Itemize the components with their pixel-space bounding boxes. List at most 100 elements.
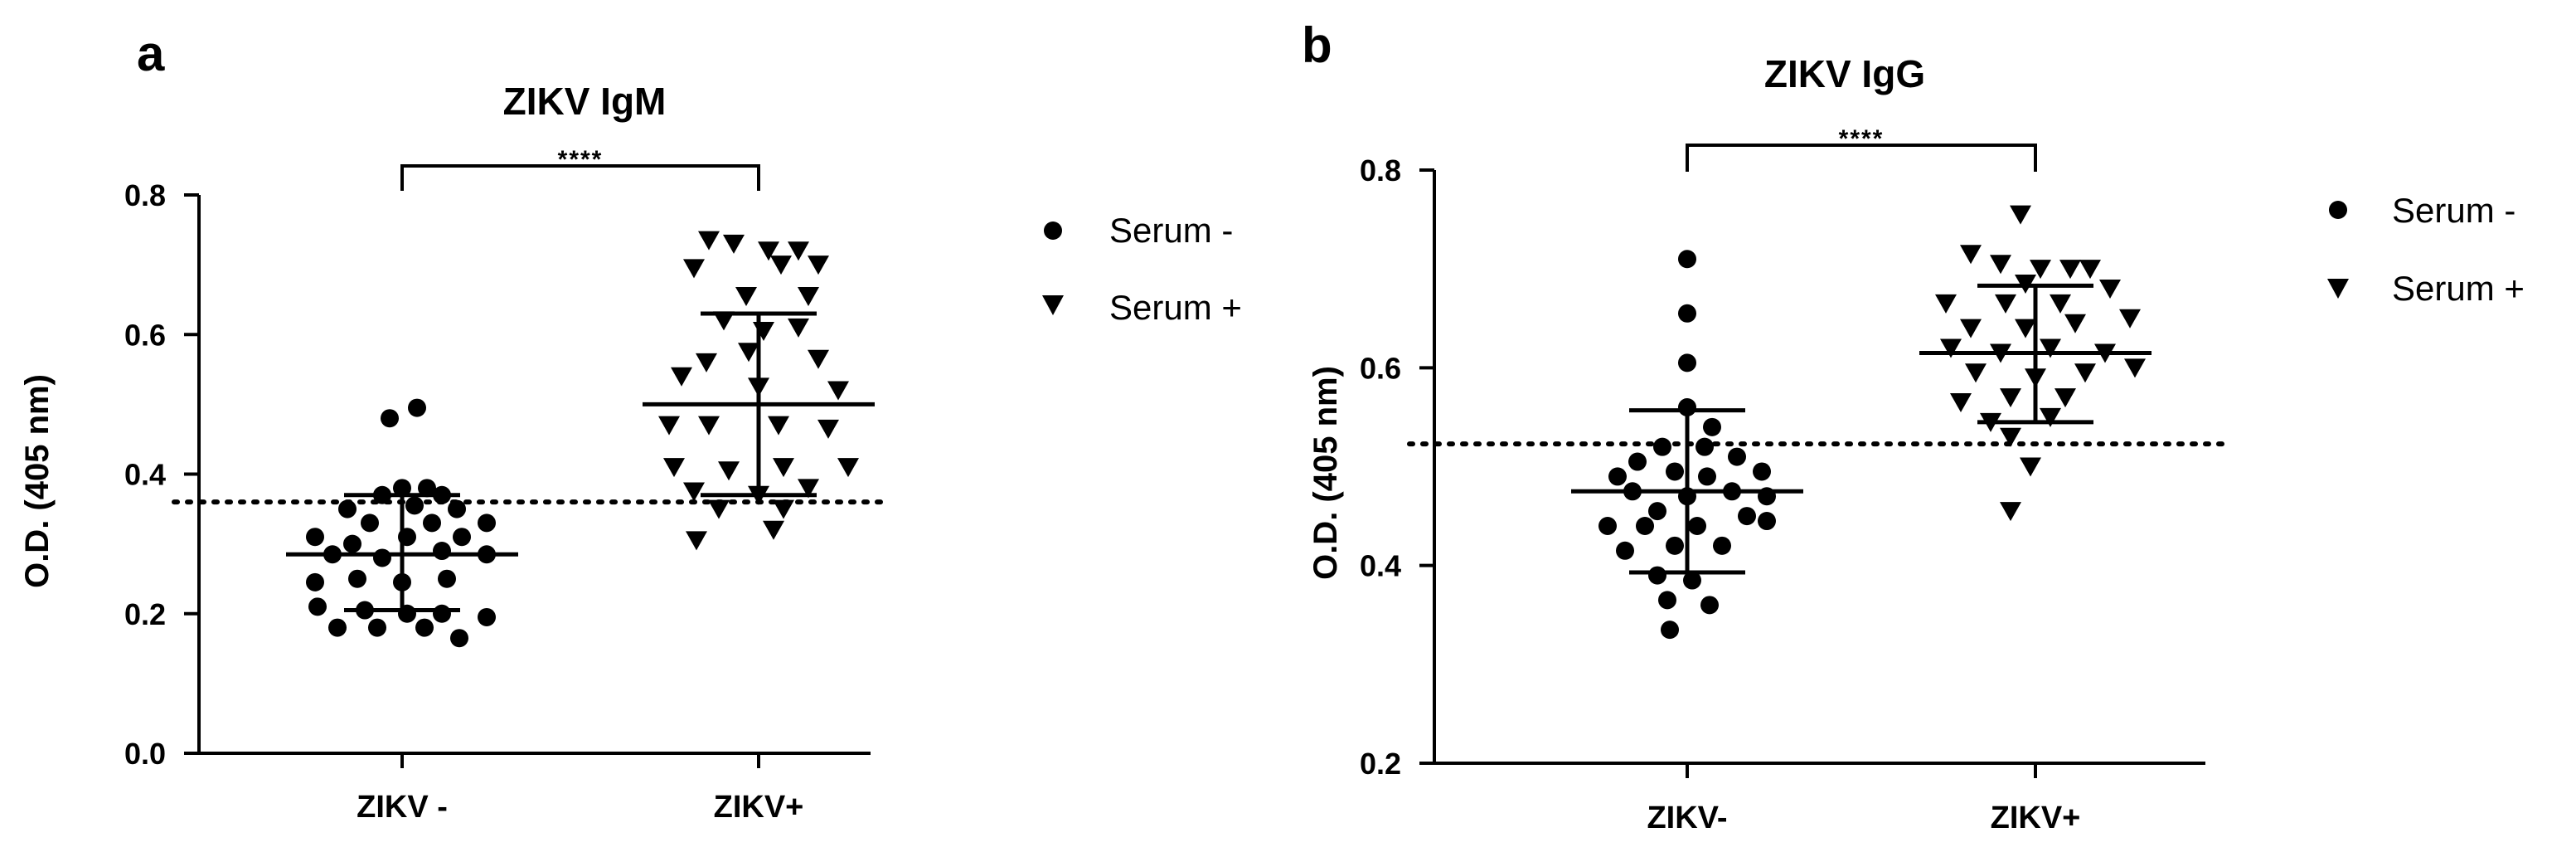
data-point-circle (1658, 591, 1676, 610)
data-point-triangle (2040, 338, 2061, 358)
data-point-triangle (1995, 294, 2016, 314)
data-point-triangle (663, 458, 685, 478)
panel-a-error-bars (286, 311, 875, 613)
data-point-triangle (817, 419, 839, 439)
panel-b-letter: b (1302, 17, 1332, 73)
data-point-triangle (808, 256, 829, 275)
y-tick-label: 0.8 (124, 178, 166, 212)
data-point-circle (433, 542, 451, 561)
data-point-triangle (770, 256, 792, 275)
data-point-circle (1758, 512, 1776, 531)
data-point-triangle (683, 482, 705, 502)
data-point-circle (1648, 502, 1666, 521)
data-point-triangle (2000, 427, 2021, 447)
data-point-triangle (708, 499, 730, 519)
panel-a-data-points (306, 231, 859, 648)
panel-b-legend-serum-neg: Serum - (2392, 191, 2515, 230)
y-tick-label: 0.6 (124, 318, 166, 352)
data-point-triangle (837, 458, 859, 478)
x-category-label: ZIKV- (1647, 801, 1727, 835)
data-point-circle (308, 597, 327, 616)
data-point-circle (1608, 467, 1627, 486)
data-point-triangle (671, 367, 692, 387)
data-point-circle (1696, 437, 1714, 456)
data-point-triangle (2059, 260, 2081, 280)
panel-a-legend-circle-icon (1044, 221, 1062, 240)
data-point-triangle (758, 241, 779, 261)
panel-b-significance-bracket: **** (1686, 125, 2037, 172)
panel-a-axes (197, 195, 871, 755)
panel-a-legend: Serum - Serum + (1042, 211, 1242, 327)
data-point-circle (1678, 304, 1696, 323)
data-point-triangle (2000, 388, 2021, 408)
data-point-triangle (2079, 260, 2101, 280)
data-point-triangle (1935, 294, 1957, 314)
data-point-circle (1683, 571, 1701, 590)
data-point-triangle (798, 286, 819, 306)
data-point-triangle (1960, 319, 1982, 338)
panel-b-error-bars (1571, 283, 2152, 575)
data-point-triangle (788, 318, 809, 338)
data-point-circle (1738, 507, 1756, 526)
panel-b-legend-serum-pos: Serum + (2392, 269, 2525, 308)
data-point-triangle (2010, 205, 2031, 225)
data-point-triangle (1950, 393, 1972, 413)
data-point-circle (361, 514, 379, 533)
panel-a-title: ZIKV IgM (503, 80, 667, 123)
data-point-triangle (1965, 363, 1987, 383)
data-point-triangle (2074, 363, 2096, 383)
x-category-label: ZIKV+ (1991, 801, 2081, 835)
data-point-triangle (696, 353, 717, 372)
data-point-circle (368, 618, 386, 637)
data-point-triangle (698, 231, 720, 251)
panel-b-title: ZIKV IgG (1764, 52, 1925, 95)
data-point-circle (1700, 596, 1719, 615)
panel-a-legend-triangle-icon (1042, 295, 1064, 315)
data-point-circle (1636, 517, 1654, 535)
data-point-triangle (2099, 280, 2121, 299)
data-point-circle (450, 629, 468, 648)
data-point-triangle (2124, 358, 2146, 378)
data-point-circle (338, 499, 357, 518)
data-point-triangle (2000, 502, 2021, 522)
data-point-circle (478, 514, 496, 533)
data-point-triangle (1990, 255, 2011, 275)
data-point-circle (418, 479, 436, 498)
data-point-circle (348, 569, 366, 588)
data-point-circle (1678, 353, 1696, 372)
data-point-circle (1713, 536, 1731, 555)
panel-b-legend-triangle-icon (2327, 279, 2349, 299)
data-point-triangle (723, 234, 745, 254)
data-point-circle (415, 618, 434, 637)
significance-bracket-line (1686, 144, 2037, 172)
significance-stars: **** (558, 146, 604, 173)
data-point-triangle (1960, 245, 1982, 265)
data-point-circle (381, 409, 399, 428)
data-point-circle (1703, 417, 1721, 436)
data-point-triangle (1940, 338, 1962, 358)
panel-a-y-ticks: 0.0 0.2 0.4 0.6 0.8 (124, 178, 199, 771)
data-point-circle (423, 514, 441, 533)
significance-bracket-line (400, 164, 760, 191)
data-point-circle (1648, 566, 1666, 585)
data-point-circle (1666, 462, 1684, 481)
y-tick-label: 0.6 (1360, 351, 1401, 385)
data-point-triangle (658, 416, 680, 436)
data-point-triangle (768, 416, 789, 436)
data-point-circle (405, 496, 424, 515)
data-point-triangle (738, 343, 759, 363)
y-tick-label: 0.0 (124, 737, 166, 771)
data-point-circle (1688, 517, 1706, 535)
y-tick-label: 0.4 (124, 458, 166, 492)
data-point-triangle (698, 416, 720, 436)
panel-b-axes (1433, 170, 2205, 765)
data-point-triangle (788, 241, 809, 261)
data-point-triangle (753, 322, 774, 342)
data-point-triangle (798, 479, 819, 499)
data-point-circle (408, 398, 426, 417)
panel-a-significance-bracket: **** (400, 146, 760, 191)
y-tick-label: 0.8 (1360, 153, 1401, 187)
data-point-circle (438, 569, 456, 588)
panel-b-y-ticks: 0.2 0.4 0.6 0.8 (1360, 153, 1434, 781)
data-point-circle (1753, 462, 1771, 481)
